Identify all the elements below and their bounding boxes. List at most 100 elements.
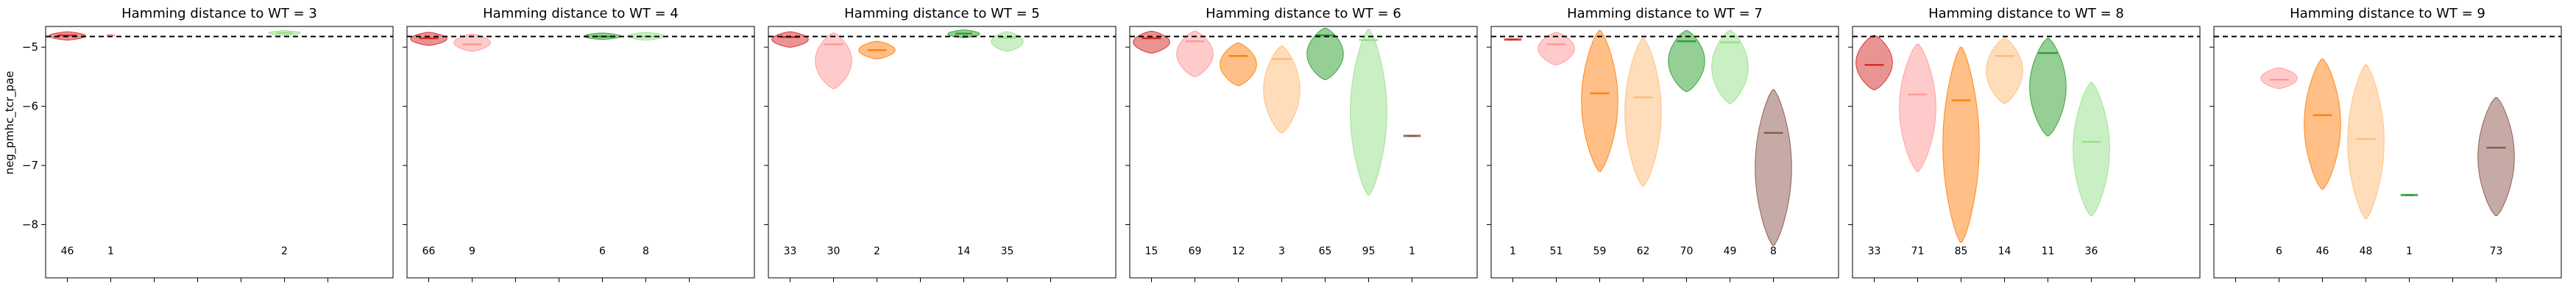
plot-frame bbox=[1490, 26, 1839, 279]
violin: 62 bbox=[1624, 37, 1662, 257]
violin-body bbox=[1538, 32, 1575, 65]
count-label: 59 bbox=[1593, 245, 1607, 257]
violin-body bbox=[2304, 58, 2341, 190]
violin-body bbox=[1350, 29, 1387, 196]
violin: 15 bbox=[1133, 30, 1170, 257]
violin-body bbox=[1581, 30, 1618, 172]
count-label: 14 bbox=[1998, 245, 2011, 257]
y-tick-label: −7 bbox=[22, 159, 38, 172]
count-label: 6 bbox=[2276, 245, 2282, 257]
violin: 51 bbox=[1538, 32, 1575, 257]
violin: 2 bbox=[858, 40, 896, 257]
count-label: 46 bbox=[2316, 245, 2329, 257]
count-label: 62 bbox=[1637, 245, 1650, 257]
count-label: 65 bbox=[1319, 245, 1332, 257]
violin: 1 bbox=[2400, 193, 2418, 257]
count-label: 48 bbox=[2360, 245, 2373, 257]
violin-body bbox=[771, 31, 809, 48]
count-label: 3 bbox=[1278, 245, 1285, 257]
violin: 33 bbox=[1855, 35, 1893, 257]
y-tick-label: −8 bbox=[22, 218, 38, 232]
violin: 11 bbox=[2029, 37, 2067, 257]
panel-1: Hamming distance to WT = 3 −5 −6 −7 −8 46 1 2 bbox=[22, 6, 394, 282]
panel-title: Hamming distance to WT = 3 bbox=[121, 6, 317, 21]
plot-frame bbox=[1129, 26, 1478, 279]
violin: 69 bbox=[1176, 30, 1214, 257]
count-label: 69 bbox=[1189, 245, 1202, 257]
violin: 46 bbox=[2304, 58, 2341, 257]
violin: 66 bbox=[410, 32, 447, 257]
count-label: 8 bbox=[643, 245, 649, 257]
violin: 1 bbox=[1504, 38, 1522, 257]
plot-frame bbox=[768, 26, 1117, 279]
violin: 6 bbox=[584, 32, 621, 257]
count-label: 33 bbox=[1868, 245, 1881, 257]
violin: 71 bbox=[1899, 43, 1936, 257]
violin-body bbox=[1220, 43, 1257, 86]
violin: 65 bbox=[1306, 27, 1344, 257]
violin: 73 bbox=[2477, 97, 2515, 257]
violin-body bbox=[815, 32, 852, 89]
violin-body bbox=[1855, 35, 1893, 90]
count-label: 30 bbox=[827, 245, 841, 257]
count-label: 11 bbox=[2042, 245, 2055, 257]
y-axis-label: neg_pmhc_tcr_pae bbox=[3, 71, 17, 175]
count-label: 1 bbox=[2406, 245, 2413, 257]
violin: 46 bbox=[49, 31, 86, 257]
count-label: 6 bbox=[599, 245, 606, 257]
panels: Hamming distance to WT = 3−5−6−7−846 1 2Ha… bbox=[3, 6, 2562, 282]
panel-7: Hamming distance to WT = 9 6 46 48 1 73 bbox=[2209, 6, 2562, 282]
count-label: 70 bbox=[1680, 245, 1694, 257]
violin: 30 bbox=[815, 32, 852, 257]
panel-2: Hamming distance to WT = 4 66 9 6 8 bbox=[403, 6, 755, 282]
panel-6: Hamming distance to WT = 8 33 71 85 14 11 36 bbox=[1848, 6, 2201, 282]
violin-body bbox=[2477, 97, 2515, 216]
violin: 14 bbox=[947, 29, 980, 257]
count-label: 1 bbox=[107, 245, 114, 257]
violin: 95 bbox=[1350, 29, 1387, 257]
violin: 49 bbox=[1711, 30, 1749, 257]
violin-body bbox=[2029, 37, 2067, 137]
panel-title: Hamming distance to WT = 4 bbox=[483, 6, 679, 21]
panel-title: Hamming distance to WT = 5 bbox=[844, 6, 1040, 21]
violin: 8 bbox=[1755, 89, 1792, 257]
violin: 1 bbox=[106, 34, 116, 257]
violin: 8 bbox=[627, 32, 665, 257]
count-label: 9 bbox=[469, 245, 475, 257]
count-label: 1 bbox=[1409, 245, 1415, 257]
count-label: 51 bbox=[1550, 245, 1563, 257]
count-label: 8 bbox=[1770, 245, 1777, 257]
violin: 3 bbox=[1263, 46, 1301, 257]
violin: 36 bbox=[2073, 82, 2110, 257]
violin-body bbox=[1306, 27, 1344, 80]
violin: 1 bbox=[1403, 135, 1421, 257]
count-label: 2 bbox=[874, 245, 880, 257]
violin: 14 bbox=[1986, 37, 2023, 257]
count-label: 33 bbox=[784, 245, 797, 257]
panel-title: Hamming distance to WT = 6 bbox=[1206, 6, 1401, 21]
violin-body bbox=[1942, 46, 1980, 243]
count-label: 66 bbox=[422, 245, 436, 257]
violin: 9 bbox=[453, 34, 491, 257]
count-label: 73 bbox=[2490, 245, 2503, 257]
count-label: 35 bbox=[1001, 245, 1014, 257]
plot-frame bbox=[2213, 26, 2562, 279]
count-label: 15 bbox=[1145, 245, 1158, 257]
count-label: 49 bbox=[1724, 245, 1737, 257]
plot-frame bbox=[406, 26, 755, 279]
violin-body bbox=[1133, 30, 1170, 54]
panel-5: Hamming distance to WT = 7 1 51 59 62 70 49 8 bbox=[1487, 6, 1839, 282]
violin-body bbox=[1668, 30, 1705, 92]
violin: 35 bbox=[991, 31, 1024, 257]
violin-body bbox=[1624, 37, 1662, 187]
violin-body bbox=[1176, 30, 1214, 77]
count-label: 12 bbox=[1232, 245, 1245, 257]
violin-body bbox=[1986, 37, 2023, 104]
violin: 59 bbox=[1581, 30, 1618, 257]
count-label: 36 bbox=[2085, 245, 2098, 257]
count-label: 1 bbox=[1510, 245, 1516, 257]
violin-body bbox=[1899, 43, 1936, 172]
violin-body bbox=[2260, 67, 2298, 89]
count-label: 2 bbox=[281, 245, 288, 257]
